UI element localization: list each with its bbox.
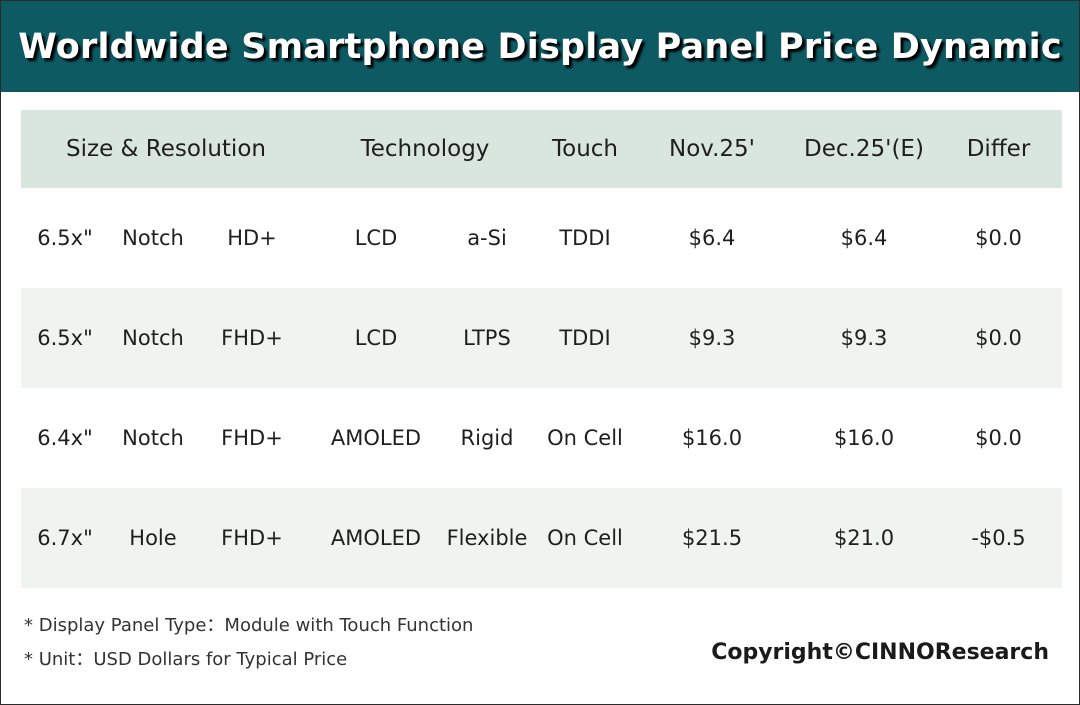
footnote-unit: * Unit：USD Dollars for Typical Price	[24, 649, 348, 670]
cell-nov-price: $6.4	[688, 226, 736, 250]
cell-technology: LCD	[354, 326, 398, 350]
cell-touch: On Cell	[547, 426, 623, 450]
cell-resolution: HD+	[227, 226, 277, 250]
cell-touch: On Cell	[547, 526, 623, 550]
cell-dec-price: $6.4	[840, 226, 888, 250]
cell-dec-price: $16.0	[833, 426, 895, 450]
table-row: 6.5x" Notch HD+ LCD a-Si TDDI $6.4 $6.4 …	[21, 188, 1062, 288]
cell-differ: $0.0	[975, 426, 1022, 450]
cell-nov-price: $16.0	[681, 426, 743, 450]
cell-subtechnology: LTPS	[463, 326, 511, 350]
header-touch: Touch	[551, 136, 618, 162]
cell-differ: $0.0	[975, 226, 1022, 250]
cell-subtechnology: a-Si	[467, 226, 507, 250]
copyright-label: Copyright©CINNOResearch	[711, 639, 1049, 665]
title-bar: Worldwide Smartphone Display Panel Price…	[1, 1, 1079, 92]
header-size-resolution: Size & Resolution	[66, 136, 266, 162]
cell-resolution: FHD+	[221, 326, 283, 350]
cell-resolution: FHD+	[221, 526, 283, 550]
cell-shape: Notch	[122, 326, 184, 350]
header-nov: Nov.25'	[668, 136, 755, 162]
table-header-row: Size & Resolution Technology Touch Nov.2…	[21, 110, 1062, 188]
cell-shape: Hole	[129, 526, 177, 550]
cell-size: 6.7x"	[37, 526, 93, 550]
header-dec: Dec.25'(E)	[804, 136, 924, 162]
cell-technology: LCD	[354, 226, 398, 250]
header-differ: Differ	[966, 136, 1031, 162]
table-row: 6.4x" Notch FHD+ AMOLED Rigid On Cell $1…	[21, 388, 1062, 488]
cell-resolution: FHD+	[221, 426, 283, 450]
cell-size: 6.5x"	[37, 326, 93, 350]
table-row: 6.7x" Hole FHD+ AMOLED Flexible On Cell …	[21, 488, 1062, 588]
cell-size: 6.4x"	[37, 426, 93, 450]
cell-differ: $0.0	[975, 326, 1022, 350]
footnote-panel-type: * Display Panel Type：Module with Touch F…	[24, 615, 474, 636]
cell-differ: -$0.5	[971, 526, 1026, 550]
cell-shape: Notch	[122, 426, 184, 450]
cell-shape: Notch	[122, 226, 184, 250]
price-table: Size & Resolution Technology Touch Nov.2…	[21, 110, 1062, 588]
cell-size: 6.5x"	[37, 226, 93, 250]
cell-technology: AMOLED	[330, 426, 422, 450]
cell-technology: AMOLED	[330, 526, 422, 550]
cell-nov-price: $9.3	[688, 326, 736, 350]
table-row: 6.5x" Notch FHD+ LCD LTPS TDDI $9.3 $9.3…	[21, 288, 1062, 388]
cell-dec-price: $9.3	[840, 326, 888, 350]
header-technology: Technology	[360, 136, 490, 162]
cell-subtechnology: Flexible	[446, 526, 528, 550]
cell-touch: TDDI	[559, 326, 611, 350]
cell-subtechnology: Rigid	[460, 426, 514, 450]
cell-nov-price: $21.5	[681, 526, 743, 550]
cell-dec-price: $21.0	[833, 526, 895, 550]
cell-touch: TDDI	[559, 226, 611, 250]
page-title: Worldwide Smartphone Display Panel Price…	[18, 26, 1062, 67]
footnotes: * Display Panel Type：Module with Touch F…	[24, 611, 473, 679]
